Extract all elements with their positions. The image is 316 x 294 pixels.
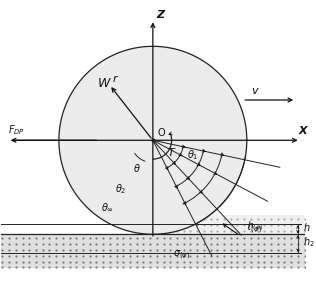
Text: $h_{(\varphi)}$: $h_{(\varphi)}$ [247, 219, 263, 233]
Text: W: W [97, 76, 110, 90]
Text: $\theta$: $\theta$ [133, 162, 141, 174]
Text: v: v [251, 86, 258, 96]
Text: $h_2$: $h_2$ [303, 235, 315, 249]
Text: X: X [299, 126, 307, 136]
Text: h: h [303, 223, 309, 233]
Text: $\theta_2$: $\theta_2$ [115, 182, 127, 196]
Text: $F_{DP}$: $F_{DP}$ [8, 123, 25, 137]
Text: $\theta_1$: $\theta_1$ [187, 148, 198, 162]
Text: T: T [167, 148, 174, 158]
Bar [1, 234, 305, 268]
Text: $\tau_{(\varphi)}$: $\tau_{(\varphi)}$ [245, 223, 262, 236]
Text: O: O [157, 128, 165, 138]
Text: r: r [113, 74, 118, 84]
Bar [149, 215, 305, 234]
Circle shape [59, 46, 247, 234]
Text: $\theta_{\infty}$: $\theta_{\infty}$ [101, 201, 114, 213]
Text: $\sigma_{(\varphi)}$: $\sigma_{(\varphi)}$ [173, 248, 190, 262]
Text: Z: Z [156, 10, 165, 20]
